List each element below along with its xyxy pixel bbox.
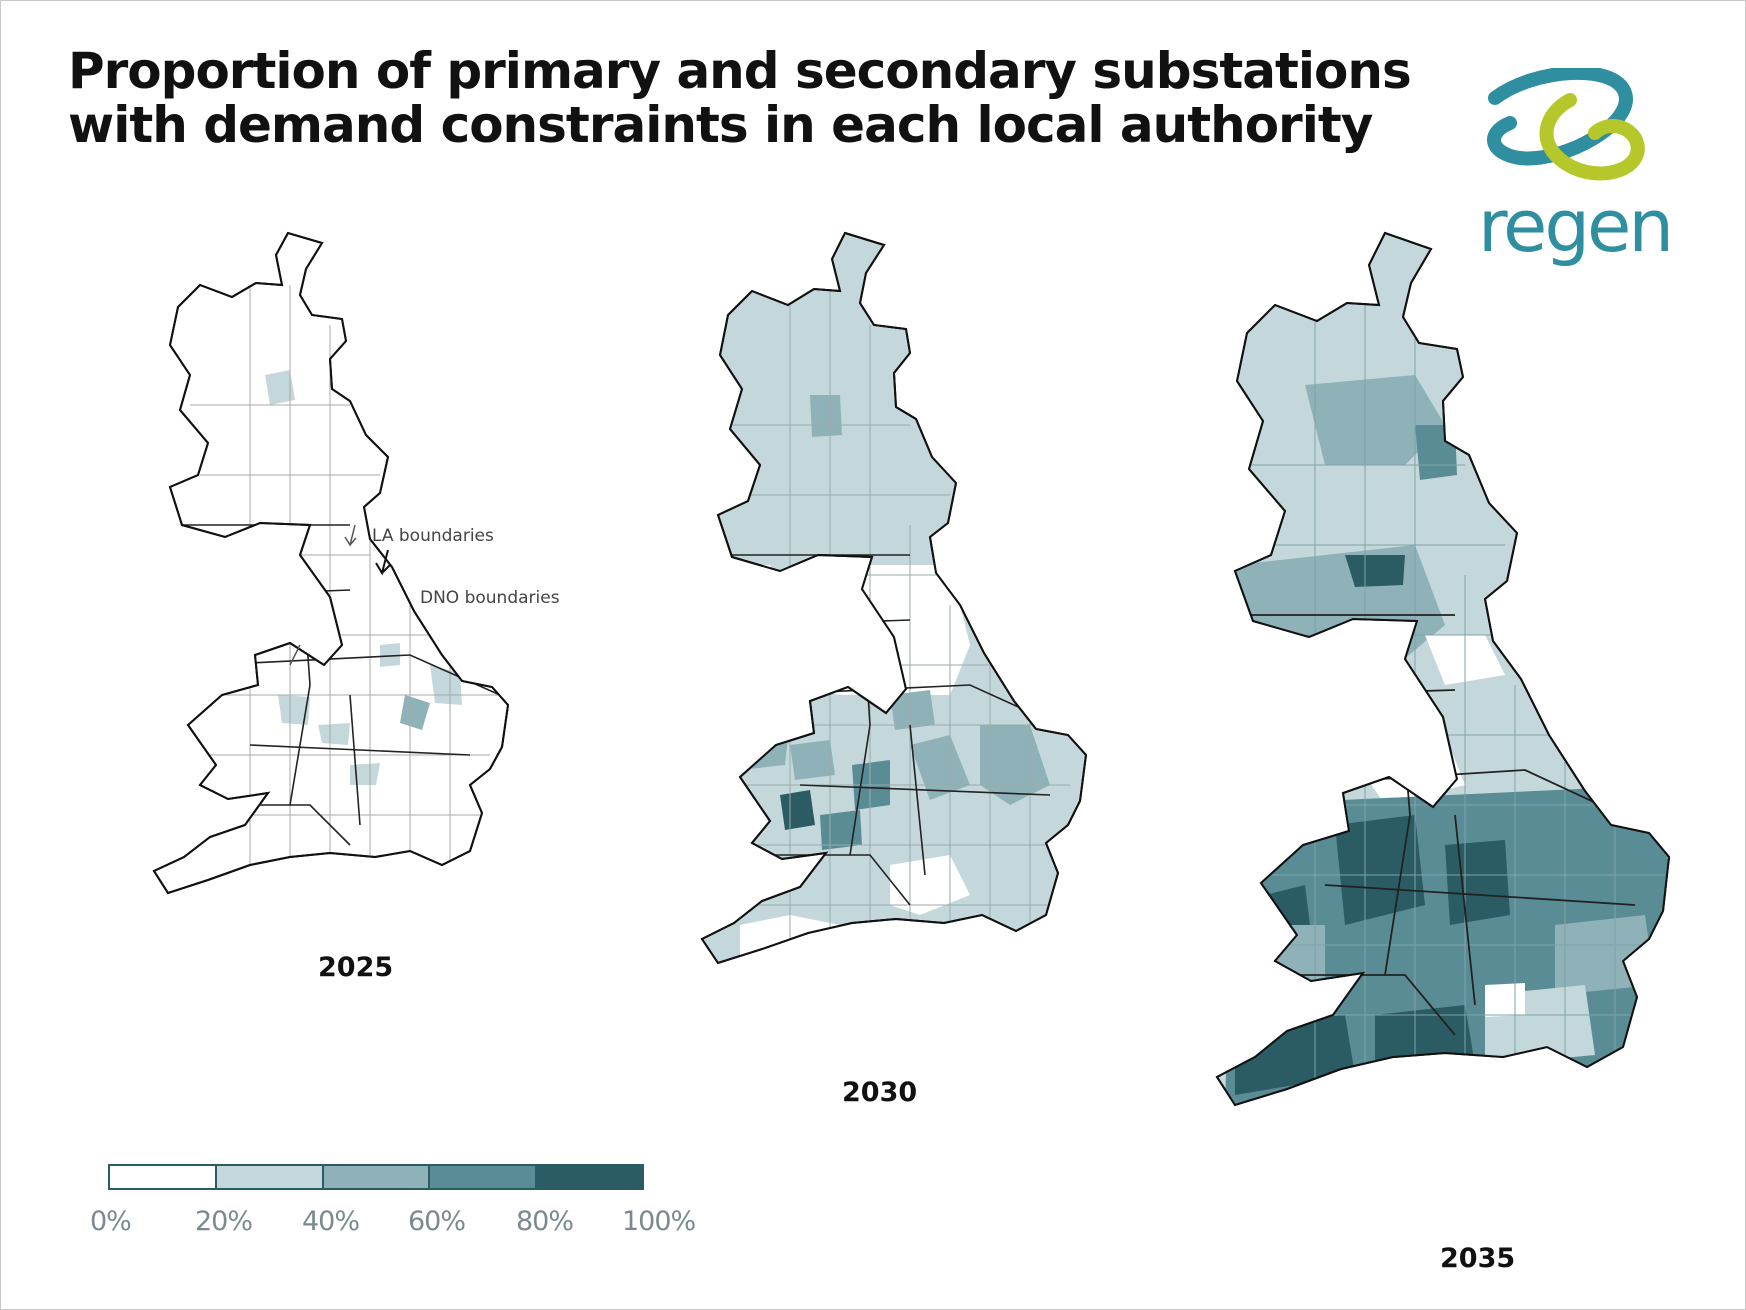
color-legend bbox=[108, 1164, 644, 1190]
map-2025 bbox=[153, 232, 509, 894]
title-line-1: Proportion of primary and secondary subs… bbox=[68, 42, 1412, 100]
legend-bin-20-40 bbox=[216, 1166, 324, 1188]
legend-tick-0: 0% bbox=[90, 1206, 132, 1237]
legend-ticks: 0% 20% 40% 60% 80% 100% bbox=[90, 1206, 710, 1246]
regen-wordmark: regen bbox=[1478, 184, 1674, 268]
legend-tick-40: 40% bbox=[302, 1206, 360, 1237]
map-2025-year: 2025 bbox=[318, 952, 394, 983]
legend-bin-80-100 bbox=[537, 1166, 642, 1188]
legend-tick-60: 60% bbox=[408, 1206, 466, 1237]
map-2030 bbox=[701, 232, 1087, 964]
page-title: Proportion of primary and secondary subs… bbox=[68, 44, 1468, 152]
legend-tick-20: 20% bbox=[195, 1206, 253, 1237]
legend-tick-100: 100% bbox=[622, 1206, 696, 1237]
title-line-2: with demand constraints in each local au… bbox=[68, 96, 1373, 154]
legend-bin-40-60 bbox=[323, 1166, 431, 1188]
map-2035-year: 2035 bbox=[1440, 1243, 1516, 1274]
legend-tick-80: 80% bbox=[516, 1206, 574, 1237]
regen-logo-icon bbox=[1487, 68, 1645, 181]
map-2035 bbox=[1216, 232, 1670, 1106]
map-2030-year: 2030 bbox=[842, 1077, 918, 1108]
la-boundaries-label: LA boundaries bbox=[372, 526, 494, 546]
legend-bin-0-20 bbox=[110, 1166, 217, 1188]
dno-boundaries-label: DNO boundaries bbox=[420, 588, 560, 608]
legend-bin-60-80 bbox=[430, 1166, 538, 1188]
